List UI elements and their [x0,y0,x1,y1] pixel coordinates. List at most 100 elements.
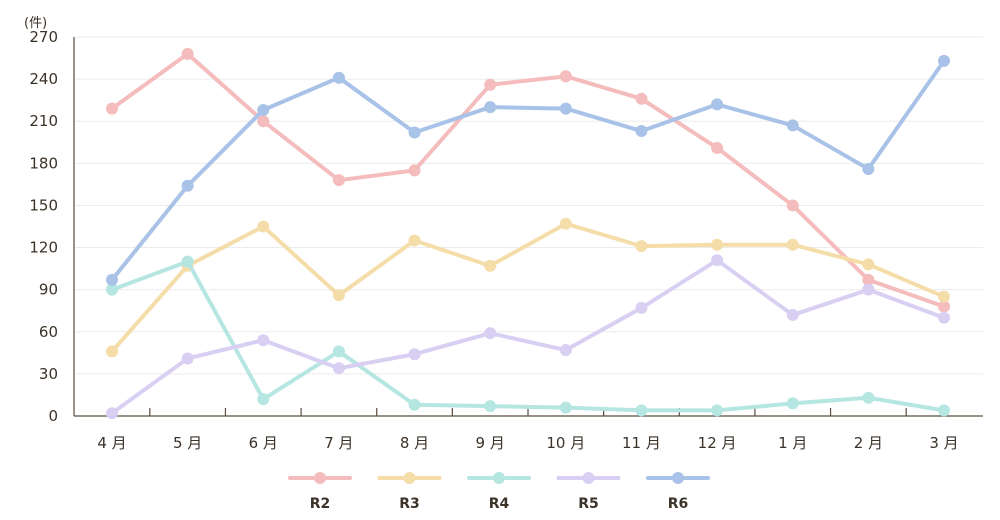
x-tick-label: 9 月 [476,434,505,452]
data-point-r3 [786,238,799,251]
data-point-r6 [635,125,648,138]
data-point-r6 [106,273,118,286]
data-point-r2 [786,199,799,212]
legend-label: R4 [489,496,510,512]
data-point-r6 [257,103,270,116]
legend: R2 R3 R4 R5 R6 [288,472,710,512]
x-tick-label: 12 月 [698,434,737,452]
x-tick-label: 6 月 [249,434,278,452]
series-layer [106,47,950,420]
data-point-r4 [635,404,648,417]
data-point-r4 [106,283,118,296]
y-tick-label: 270 [29,28,58,46]
data-point-r6 [484,101,497,114]
data-point-r3 [484,259,497,272]
data-point-r5 [106,407,118,420]
series-line-r2 [110,51,946,309]
data-point-r6 [786,119,799,132]
data-point-r2 [484,78,497,91]
data-point-r5 [635,301,648,314]
y-tick-label: 210 [29,112,58,130]
data-point-r5 [711,254,724,267]
data-point-r3 [711,238,724,251]
data-point-r5 [862,283,875,296]
legend-swatch-marker [672,472,684,484]
data-point-r5 [181,352,194,365]
axis-layer: 0 30 60 90 120 150 180 210 240 270 4 月 5 月 6 月 7 月 8 月… [29,28,983,452]
data-point-r2 [257,115,270,128]
data-point-r4 [332,345,345,358]
series-line-r4 [110,259,946,413]
y-axis-unit-label: (件) [24,16,47,31]
data-point-r2 [938,300,950,313]
data-point-r2 [635,92,648,105]
data-point-r2 [408,164,421,177]
legend-item-r4: R4 [467,472,531,512]
x-tick-label: 11 月 [622,434,661,452]
legend-swatch-marker [314,472,326,484]
data-point-r5 [786,308,799,321]
data-point-r3 [332,289,345,302]
data-point-r2 [332,174,345,187]
y-tick-label: 0 [48,407,58,425]
legend-label: R3 [399,496,420,512]
data-point-r3 [408,234,421,247]
data-point-r4 [862,391,875,404]
series-r5 [106,254,950,420]
legend-item-r3: R3 [377,472,442,512]
data-point-r6 [332,71,345,84]
x-tick-label: 8 月 [400,434,429,452]
data-point-r4 [257,393,270,406]
data-point-r6 [408,126,421,139]
data-point-r4 [181,255,194,268]
data-point-r2 [559,70,572,83]
data-point-r2 [106,102,118,115]
data-point-r4 [938,404,950,417]
data-point-r4 [711,404,724,417]
legend-swatch-marker [403,472,416,484]
legend-label: R5 [578,496,599,512]
legend-item-r5: R5 [556,472,621,512]
data-point-r5 [938,311,950,324]
series-r6 [106,54,950,286]
data-point-r5 [257,334,270,347]
data-point-r5 [408,348,421,361]
data-point-r2 [181,47,194,60]
y-tick-label: 90 [39,281,58,299]
series-r3 [106,217,950,358]
data-point-r4 [559,401,572,414]
data-point-r3 [635,240,648,253]
y-tick-label: 150 [29,196,58,214]
legend-label: R6 [668,496,689,512]
x-tick-label: 3 月 [929,434,958,452]
legend-swatch-marker [493,472,505,484]
data-point-r5 [559,344,572,357]
data-point-r2 [862,273,875,286]
data-point-r5 [484,327,497,340]
data-point-r3 [559,217,572,230]
y-tick-label: 120 [29,239,58,257]
series-r4 [106,255,950,417]
x-tick-label: 2 月 [854,434,883,452]
legend-label: R2 [310,496,331,512]
legend-swatch-marker [582,472,595,484]
x-tick-label: 1 月 [778,434,807,452]
y-tick-label: 180 [29,154,58,172]
data-point-r6 [181,179,194,192]
data-point-r4 [786,397,799,410]
data-point-r4 [484,400,497,413]
data-point-r6 [711,98,724,111]
data-point-r3 [106,345,118,358]
data-point-r4 [408,398,421,411]
data-point-r6 [559,102,572,115]
series-line-r6 [110,58,946,282]
data-point-r5 [332,362,345,375]
grid-layer [74,36,983,375]
x-tick-label: 7 月 [324,434,353,452]
data-point-r3 [938,290,950,303]
x-tick-label: 10 月 [546,434,585,452]
data-point-r2 [711,141,724,154]
x-tick-label: 5 月 [173,434,202,452]
